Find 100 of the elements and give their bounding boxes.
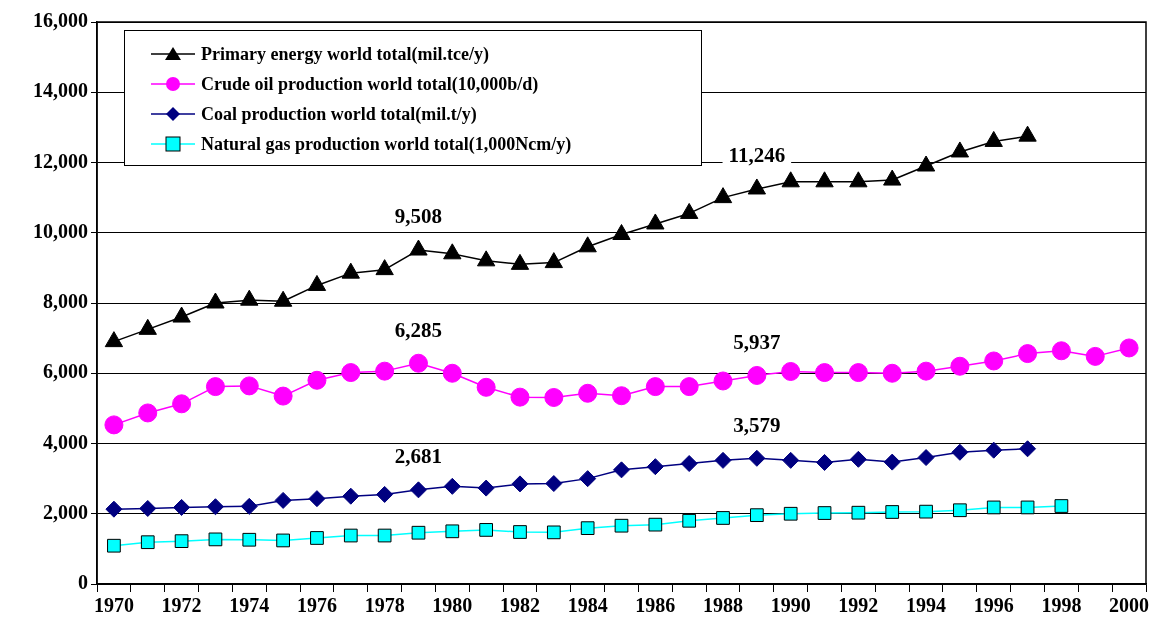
point (107, 538, 121, 553)
y-tick-label: 16,000 (33, 9, 88, 32)
point (276, 533, 290, 548)
data-label: 5,937 (733, 329, 781, 354)
y-tick-label: 10,000 (33, 219, 88, 242)
point (781, 361, 801, 381)
point (273, 386, 293, 406)
x-tick-label: 1970 (93, 594, 134, 617)
point (1018, 125, 1037, 142)
data-label: 3,579 (733, 412, 781, 437)
point (208, 532, 223, 547)
point (172, 394, 192, 414)
point (445, 524, 460, 539)
point (749, 508, 764, 523)
y-tick-label: 8,000 (43, 290, 88, 313)
legend-label: Primary energy world total(mil.tce/y) (201, 43, 489, 65)
point (310, 531, 324, 545)
point (409, 481, 427, 499)
point (680, 455, 698, 473)
point (411, 525, 426, 540)
point (716, 511, 730, 525)
point (849, 450, 867, 468)
point (138, 403, 158, 423)
x-tick-label: 1986 (635, 594, 676, 617)
point (682, 513, 697, 528)
point (307, 274, 327, 291)
x-tick-label: 1990 (770, 594, 811, 617)
point (815, 363, 835, 383)
point (173, 498, 191, 516)
point (612, 386, 631, 406)
point (477, 479, 495, 497)
point (342, 487, 360, 505)
point (476, 250, 496, 267)
x-tick-label: 1984 (567, 594, 608, 617)
point (645, 377, 665, 397)
point (376, 485, 394, 503)
point (408, 353, 428, 373)
x-tick-label: 1976 (296, 594, 337, 617)
point (375, 361, 395, 381)
point (1018, 344, 1038, 364)
x-tick-label: 1988 (703, 594, 744, 617)
point (274, 491, 292, 509)
y-tick-label: 4,000 (43, 430, 88, 453)
point (375, 259, 394, 276)
x-tick-label: 1982 (499, 594, 540, 617)
data-label: 2,681 (394, 444, 443, 469)
point (409, 239, 428, 256)
data-label: 9,508 (394, 204, 443, 229)
point (646, 213, 665, 230)
point (240, 497, 258, 515)
point (917, 449, 935, 467)
point (442, 363, 462, 383)
point (205, 377, 225, 397)
x-tick-label: 2000 (1109, 594, 1150, 617)
point (343, 528, 358, 543)
x-tick-label: 1994 (906, 594, 947, 617)
point (579, 470, 597, 488)
point (479, 523, 494, 537)
point (172, 306, 191, 323)
point (614, 518, 629, 533)
point (138, 318, 157, 335)
point (883, 169, 902, 186)
point (919, 504, 933, 519)
point (239, 376, 259, 396)
point (984, 130, 1003, 147)
y-tick-label: 0 (78, 571, 88, 594)
point (578, 236, 597, 253)
point (783, 506, 798, 521)
point (951, 443, 969, 461)
point (883, 453, 901, 471)
point (1119, 338, 1139, 358)
x-tick-label: 1974 (229, 594, 270, 617)
point (781, 171, 800, 188)
point (713, 371, 733, 391)
point (984, 351, 1004, 371)
point (546, 525, 561, 540)
point (679, 377, 699, 397)
point (851, 505, 866, 520)
point (782, 451, 800, 469)
point (139, 499, 157, 517)
point (747, 365, 767, 385)
point (580, 521, 595, 536)
point (240, 289, 259, 306)
point (885, 505, 900, 519)
point (308, 490, 326, 508)
point (953, 503, 967, 518)
x-tick-label: 1980 (432, 594, 473, 617)
x-tick-label: 1996 (973, 594, 1014, 617)
point (510, 253, 530, 270)
point (950, 141, 970, 158)
point (105, 500, 123, 518)
point (1020, 500, 1035, 515)
point (476, 377, 496, 397)
point (544, 387, 564, 407)
point (1085, 346, 1105, 366)
point (545, 475, 563, 493)
point (377, 528, 392, 543)
point (612, 224, 631, 241)
x-tick-label: 1978 (364, 594, 405, 617)
point (816, 453, 834, 471)
